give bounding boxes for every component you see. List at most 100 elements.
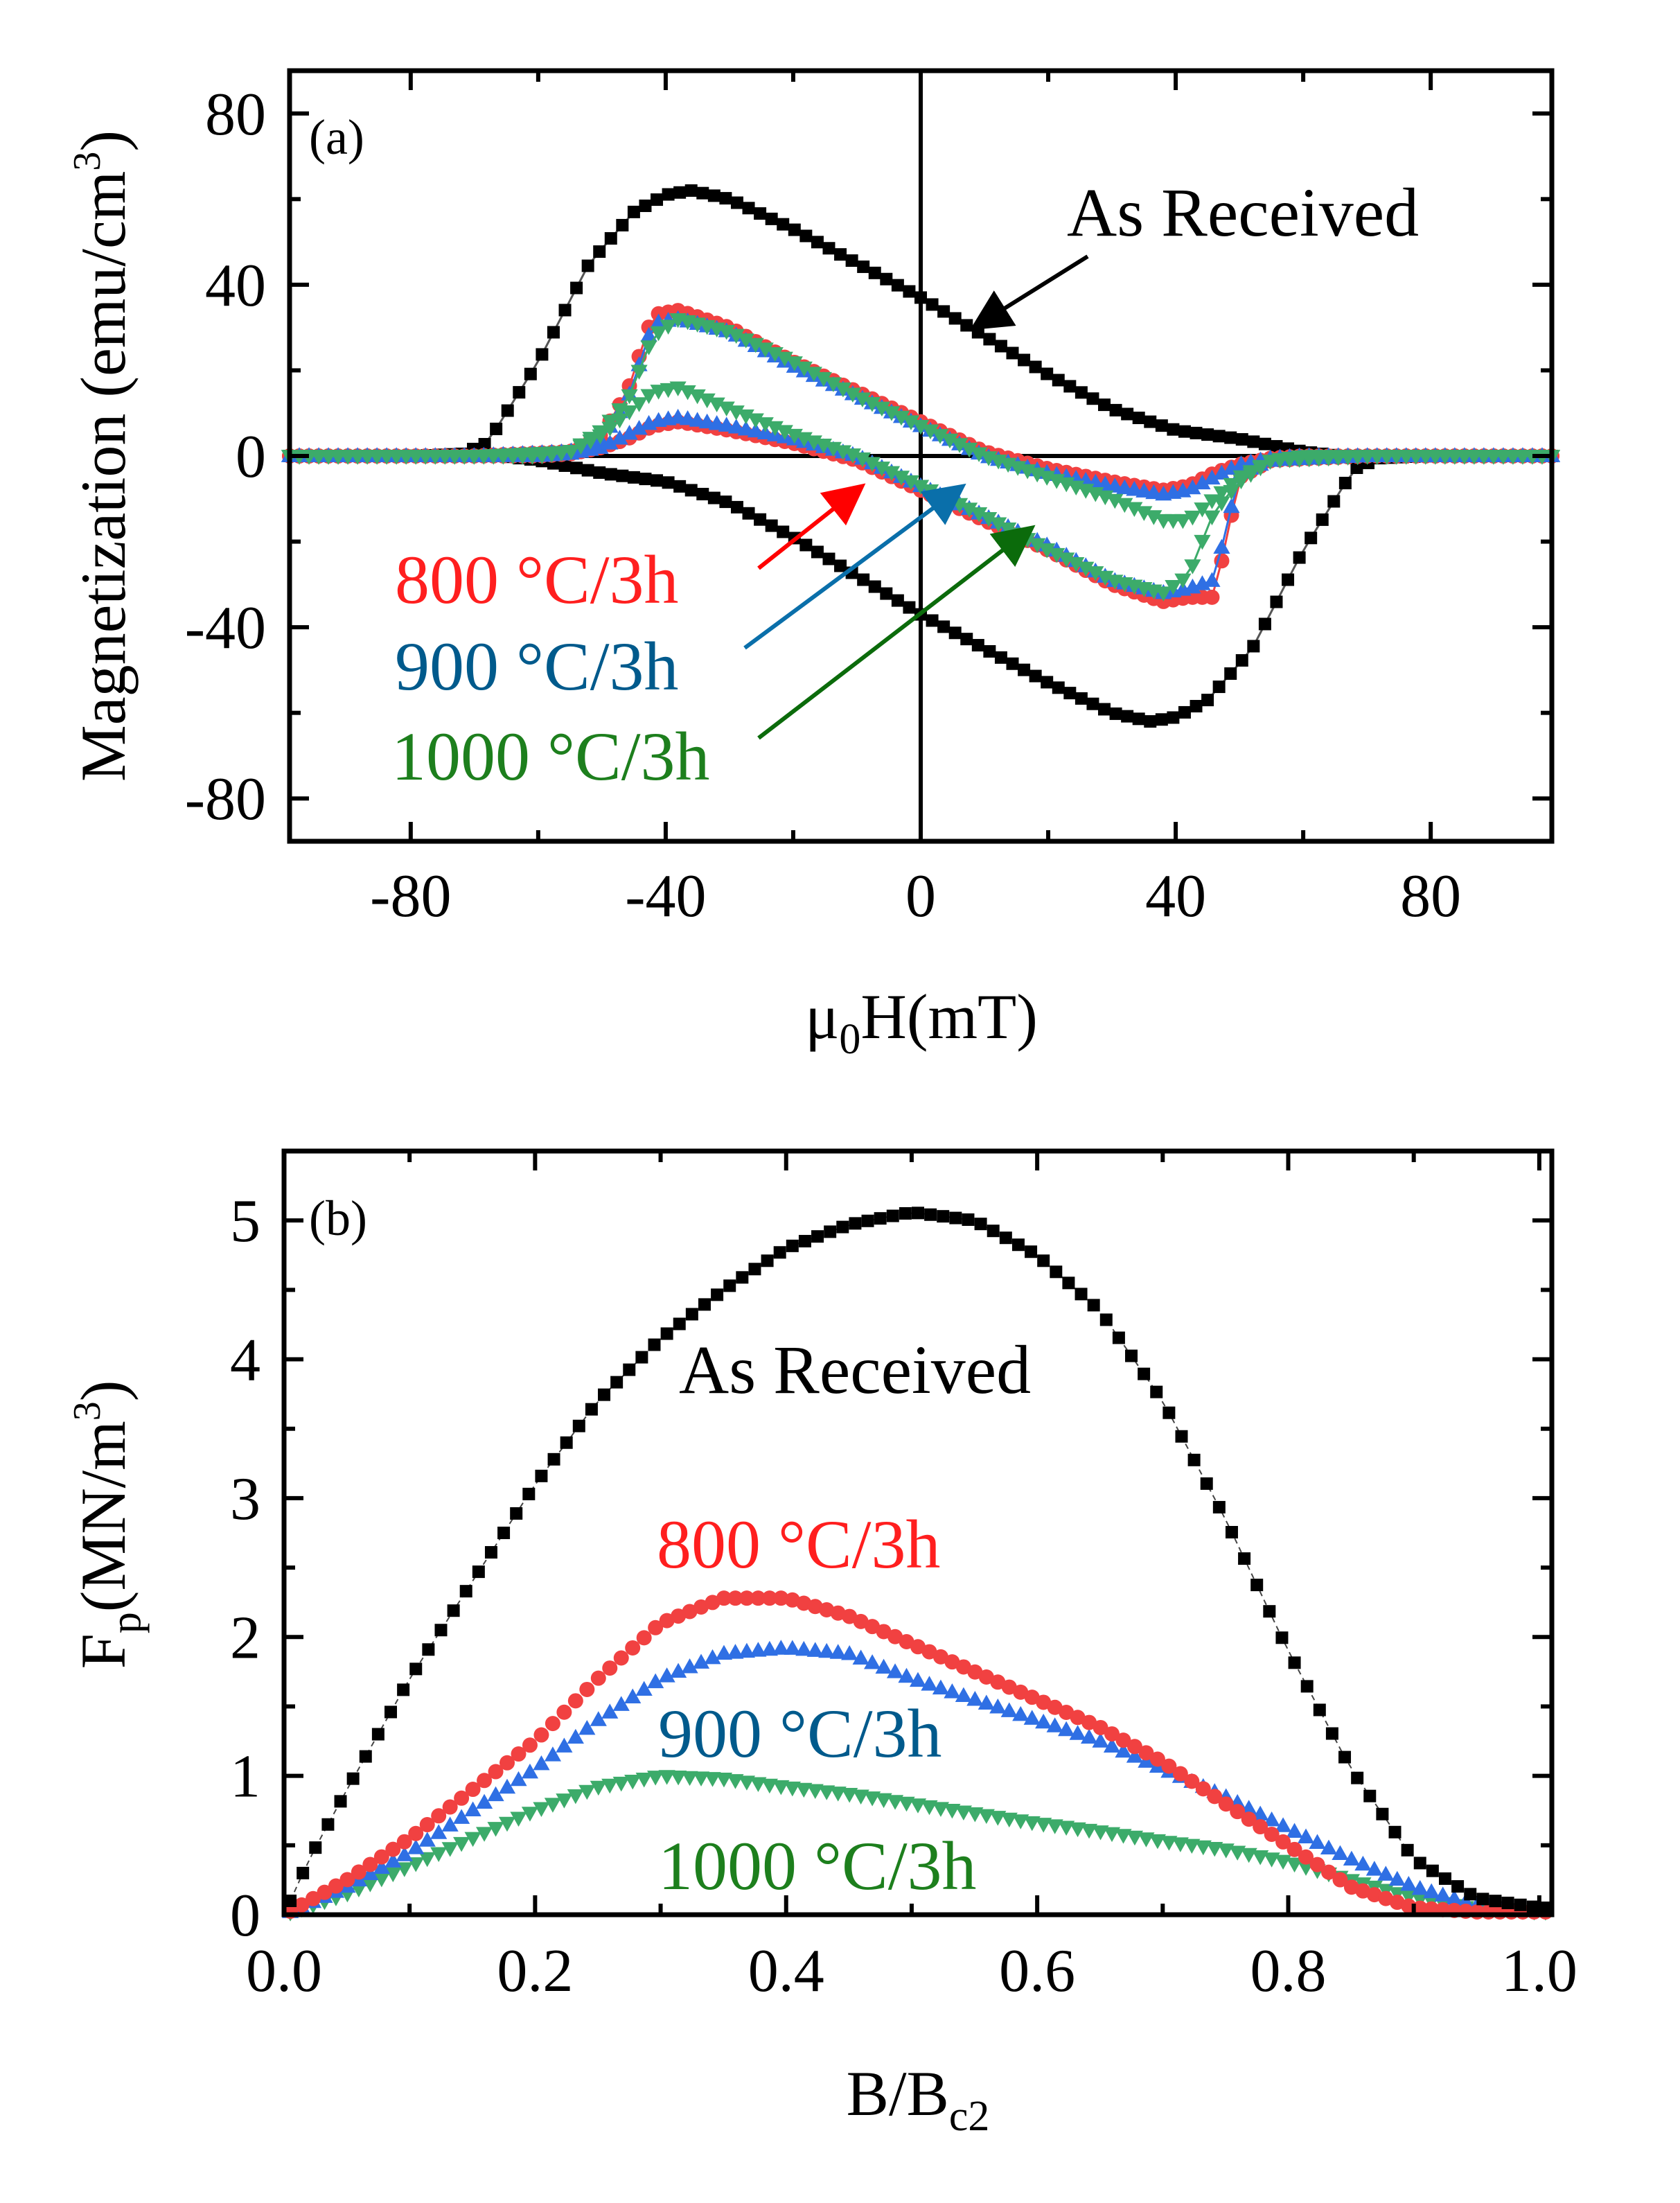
panel-b-series-1-point [396, 1834, 412, 1850]
panel-a-series-3-upper-point [1174, 514, 1192, 529]
panel-a-series-3-lower-point [1097, 570, 1114, 586]
panel-a-y-tick-label: 40 [205, 252, 266, 319]
panel-a-series-3-upper-point [805, 367, 822, 382]
panel-b-series-3-point [1240, 1847, 1257, 1863]
panel-a-series-3-lower-point [776, 425, 793, 440]
panel-b-series-1-point [716, 1590, 732, 1606]
panel-b-series-2-point [1046, 1717, 1063, 1732]
panel-a-series-0-lower-point [1075, 692, 1088, 705]
panel-a-series-3-lower-point [727, 405, 745, 421]
panel-b-series-0-point [1200, 1477, 1213, 1490]
panel-b-series-2-point [430, 1824, 448, 1839]
panel-a-series-0-upper-point [513, 386, 526, 399]
panel-a-series-0-lower-point [1041, 676, 1054, 689]
panel-b-series-3-point [521, 1807, 539, 1822]
panel-b-series-2-point [841, 1644, 858, 1660]
panel-b-series-2-point [407, 1839, 425, 1854]
panel-b-series-2-point [396, 1846, 413, 1861]
panel-a-series-0-upper-point [1155, 419, 1168, 432]
panel-a-series-0-lower-point [707, 491, 720, 504]
panel-b-series-0-point [1187, 1453, 1201, 1466]
panel-b-series-2-point [556, 1737, 573, 1753]
panel-a-series-3-upper-point [776, 351, 793, 367]
panel-b-series-1-point [1024, 1689, 1040, 1705]
panel-a-x-tick-label: -40 [625, 863, 706, 930]
panel-b-series-0-point [284, 1894, 297, 1907]
panel-b-series-2-point [864, 1654, 881, 1669]
panel-a-series-0-lower-point [880, 587, 893, 600]
panel-b: 0.0 0.2 0.4 0.6 0.8 1.0 5 4 3 2 1 0 (b) Fp(MN/m3) B… [66, 1148, 1577, 2140]
panel-b-series-2-point [1343, 1850, 1361, 1866]
panel-a-series-3-upper-point [650, 326, 667, 342]
panel-b-series-0-point [1011, 1238, 1025, 1252]
panel-a-series-2-upper-point [1097, 475, 1114, 491]
panel-b-tag: (b) [309, 1191, 367, 1246]
panel-a-data-layer [281, 71, 1561, 841]
panel-b-series-2-point [909, 1671, 927, 1687]
panel-b-series-1-point [955, 1659, 971, 1675]
panel-a-x-tick-label: 80 [1400, 863, 1461, 930]
panel-a-series-2-lower-point [1203, 572, 1221, 587]
panel-a-series-0-upper-point [1201, 428, 1214, 441]
panel-a-series-0-upper-point [1006, 346, 1019, 360]
panel-b-series-0-point [1037, 1254, 1050, 1267]
panel-a-series-0-lower-point [616, 469, 629, 482]
panel-b-series-2-point [1377, 1866, 1395, 1881]
panel-b-series-0-point [409, 1662, 423, 1676]
panel-b-series-1-point [910, 1639, 926, 1655]
panel-b-series-0-point [1138, 1367, 1151, 1380]
panel-a-series-0-upper-point [478, 438, 491, 451]
panel-b-series-0-point [736, 1271, 749, 1284]
panel-b-series-1-point [1081, 1714, 1097, 1730]
panel-a-series-3-lower-point [1194, 534, 1211, 550]
panel-a-series-0-upper-point [570, 281, 583, 295]
panel-b-series-3-point [738, 1775, 756, 1791]
panel-b-label-800: 800 °C/3h [657, 1506, 940, 1583]
panel-a-series-3-lower-point [601, 421, 619, 437]
panel-b-series-1-point [887, 1629, 903, 1644]
panel-b-series-2-point [624, 1688, 642, 1703]
panel-a-series-0-lower-point [983, 644, 996, 658]
panel-b-series-2-point [1411, 1879, 1429, 1895]
panel-a-series-3-lower-point [669, 381, 687, 396]
panel-b-series-1-point [545, 1716, 560, 1732]
panel-a-series-3-upper-point [727, 328, 745, 344]
panel-b-series-2-point [441, 1816, 459, 1832]
panel-a-series-0-lower-point [834, 559, 847, 572]
panel-b-series-1-point [1218, 1796, 1234, 1812]
panel-a-series-0-lower-point [730, 500, 743, 514]
panel-b-series-0-point [912, 1206, 924, 1220]
panel-a-series-3-lower-point [660, 383, 677, 398]
panel-a-series-3-lower-point [757, 417, 774, 432]
panel-a-series-3-lower-point [1077, 561, 1095, 577]
panel-a-series-3-upper-point [863, 397, 881, 412]
panel-b-series-3-point [829, 1787, 847, 1802]
panel-b-series-3-point [818, 1785, 835, 1800]
panel-a-series-3-lower-point [1155, 586, 1172, 602]
panel-b-series-2-point [818, 1642, 835, 1658]
panel-b-series-1-point [1298, 1849, 1314, 1865]
panel-b-series-2-point [612, 1696, 630, 1711]
panel-b-series-1-point [636, 1630, 652, 1646]
panel-a-series-0-lower-point [1006, 657, 1019, 670]
panel-b-series-2-point [1365, 1861, 1383, 1876]
panel-b-series-0-point [359, 1750, 372, 1763]
panel-b-series-1-point [385, 1841, 401, 1857]
panel-b-series-0-point [974, 1218, 987, 1231]
panel-b-series-1-point [408, 1825, 424, 1841]
panel-a-series-3-upper-point [960, 442, 978, 458]
panel-b-series-1-point [865, 1619, 881, 1635]
panel-a-arrow-1000 [757, 525, 1036, 740]
panel-a-series-3-upper-point [873, 401, 891, 417]
panel-b-series-1-point [1309, 1857, 1325, 1872]
panel-b-series-3-point [556, 1793, 573, 1809]
panel-b-series-2-point [1457, 1893, 1474, 1908]
panel-a-series-2-lower-point [592, 439, 609, 454]
panel-b-series-0-point [1175, 1430, 1188, 1443]
panel-b-series-3-point [1194, 1840, 1212, 1856]
panel-b-series-0-point [849, 1217, 862, 1230]
panel-a-series-2-upper-point [1135, 482, 1153, 498]
panel-b-series-0-point [1150, 1385, 1163, 1398]
panel-b-series-0-point [1451, 1880, 1465, 1893]
panel-b-series-0-point [1313, 1703, 1326, 1717]
